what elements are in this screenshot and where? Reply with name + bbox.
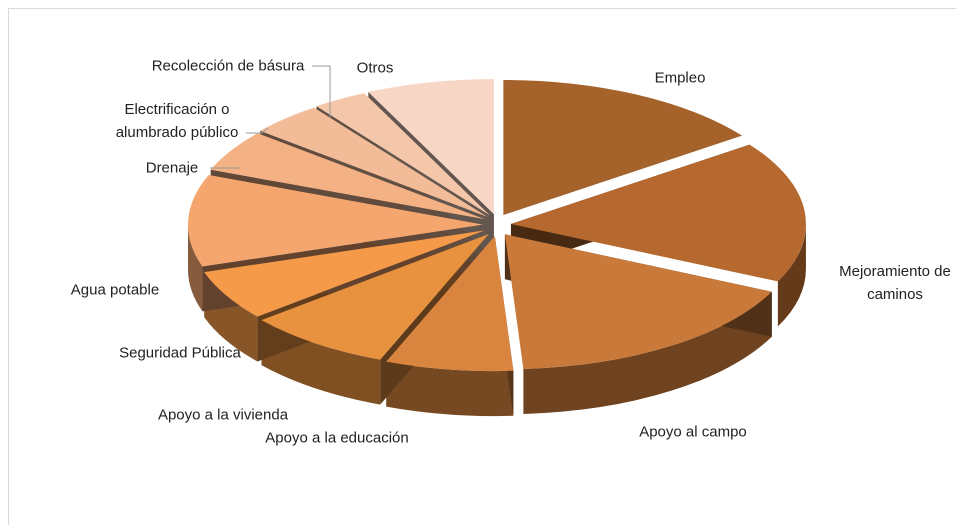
slice-label: Apoyo a la vivienda: [157, 406, 289, 424]
slice-label: Apoyo a la educación: [265, 429, 409, 447]
slice: [368, 79, 494, 215]
slice-side: [386, 361, 514, 417]
slice-label: Agua potable: [70, 281, 160, 299]
slice-side: [188, 224, 203, 312]
slice-label: Otros: [356, 59, 394, 77]
slice-label: Recolección de básura: [151, 57, 305, 75]
slice: [261, 234, 489, 360]
leader-line: [246, 127, 269, 134]
slice: [260, 107, 488, 217]
slice: [386, 236, 514, 372]
slice: [188, 174, 484, 267]
leader-lines: [210, 65, 331, 169]
slice-side: [777, 223, 806, 327]
leader-line: [312, 65, 331, 118]
slice-label: Seguridad Pública: [119, 344, 241, 362]
slice-label: Mejoramiento de caminos: [839, 263, 951, 303]
slice: [316, 93, 490, 216]
slice-side: [523, 291, 772, 414]
slice: [503, 80, 743, 216]
slice: [504, 234, 772, 369]
slice-label: Drenaje: [145, 159, 199, 177]
slice-label: Empleo: [654, 69, 706, 87]
slice-label: Apoyo al campo: [639, 423, 747, 441]
slice: [510, 144, 806, 282]
slice-label: Electrificación o alumbrado público: [115, 101, 239, 141]
slice: [210, 133, 485, 220]
slice: [204, 230, 485, 317]
